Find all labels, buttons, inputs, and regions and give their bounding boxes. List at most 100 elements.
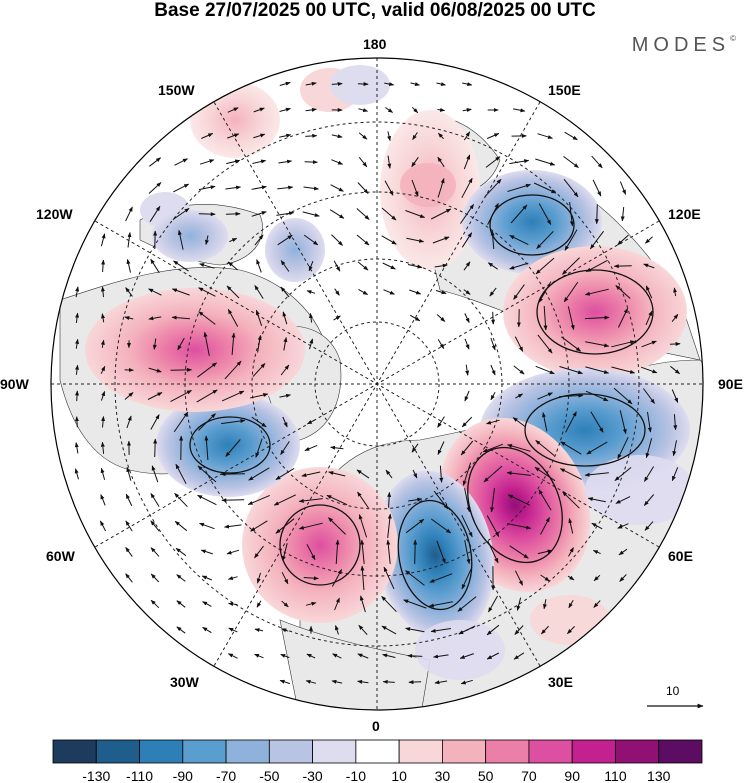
wind-vector xyxy=(490,488,495,513)
wind-vector xyxy=(100,339,105,348)
wind-vector xyxy=(251,185,267,190)
wind-vector xyxy=(334,597,340,611)
wind-vector xyxy=(490,391,496,401)
wind-vector xyxy=(403,599,427,609)
brand-name: MODES xyxy=(631,34,731,56)
wind-vector xyxy=(671,313,679,323)
wind-vector xyxy=(126,466,132,481)
wind-vector xyxy=(248,467,270,481)
wind-vector xyxy=(228,627,238,633)
wind-vector xyxy=(303,186,319,191)
wind-vector xyxy=(358,132,368,140)
wind-vector xyxy=(563,281,579,303)
wind-vector xyxy=(282,416,288,428)
wind-vector xyxy=(125,520,133,532)
wind-vector xyxy=(125,573,133,583)
wind-vector xyxy=(464,390,470,402)
wind-vector xyxy=(563,155,579,169)
wind-vector xyxy=(459,653,474,659)
wind-vector xyxy=(564,229,578,251)
circulation-contour xyxy=(524,393,646,467)
wind-vector xyxy=(150,414,160,430)
wind-vector xyxy=(509,262,529,270)
wind-vector xyxy=(542,599,547,610)
wind-vector xyxy=(74,468,79,480)
wind-vector xyxy=(585,366,610,374)
wind-vector xyxy=(434,680,448,685)
wind-vector xyxy=(75,338,80,349)
wind-vector xyxy=(643,494,655,506)
anomaly-pos-150w xyxy=(190,82,280,158)
wind-vector xyxy=(411,157,419,168)
wind-vector xyxy=(171,288,190,296)
wind-vector xyxy=(538,281,552,303)
meridian-label-120e: 120E xyxy=(668,206,701,222)
wind-vector xyxy=(381,235,397,245)
wind-vector xyxy=(486,652,500,660)
wind-vector xyxy=(484,178,502,198)
wind-vector xyxy=(461,416,473,428)
wind-vector xyxy=(562,491,580,509)
wind-vector xyxy=(253,133,266,139)
wind-vector xyxy=(384,180,394,196)
wind-vector xyxy=(174,520,188,532)
wind-vector xyxy=(645,236,653,244)
wind-vector xyxy=(357,491,369,509)
wind-vector xyxy=(463,131,471,141)
wind-vector xyxy=(619,574,627,582)
wind-vector xyxy=(198,311,216,325)
wind-vector xyxy=(303,234,319,246)
wind-vector xyxy=(564,131,578,141)
wind-vector xyxy=(226,159,241,165)
wind-vector xyxy=(457,596,477,612)
wind-vector xyxy=(640,366,658,374)
wind-vector xyxy=(411,179,419,197)
wind-vector xyxy=(641,340,657,348)
wind-vector xyxy=(568,518,574,534)
wind-vector xyxy=(100,494,106,506)
wind-vector xyxy=(437,441,445,455)
wind-vector xyxy=(541,625,549,635)
wind-vector xyxy=(196,389,218,403)
wind-vector xyxy=(584,288,609,296)
wind-vector xyxy=(671,389,679,403)
wind-vector xyxy=(463,289,471,295)
wind-vector xyxy=(383,566,395,590)
circulation-contours xyxy=(189,194,654,611)
anomaly-neg-south xyxy=(415,620,505,680)
wind-vector xyxy=(506,471,531,476)
wind-vector xyxy=(673,287,678,297)
wind-vector xyxy=(199,522,215,530)
wind-vector xyxy=(462,108,472,112)
meridian-label-0: 0 xyxy=(372,718,380,734)
wind-vector xyxy=(485,156,501,168)
wind-vector xyxy=(535,257,555,275)
wind-vector xyxy=(176,626,186,634)
wind-vector xyxy=(593,600,601,608)
wind-vector xyxy=(358,514,368,538)
wind-vector xyxy=(253,107,265,113)
wind-vector xyxy=(437,416,445,428)
wind-vector xyxy=(462,82,473,87)
wind-vector xyxy=(486,624,500,636)
wind-vector xyxy=(226,285,240,299)
wind-vector xyxy=(537,549,553,555)
wind-vector xyxy=(488,595,498,613)
wind-vector xyxy=(279,133,292,138)
wind-vector xyxy=(150,492,160,507)
wind-vector xyxy=(411,106,419,114)
wind-vector xyxy=(512,417,526,427)
wind-vector xyxy=(644,521,654,531)
wind-vector xyxy=(542,412,548,432)
wind-vector xyxy=(509,234,529,246)
wind-vector xyxy=(306,653,316,659)
meridian-label-180: 180 xyxy=(363,36,387,52)
wind-vector xyxy=(227,261,239,271)
wind-vector xyxy=(562,257,580,275)
wind-vector xyxy=(513,652,525,660)
wind-vector xyxy=(385,107,394,113)
wind-vector xyxy=(203,331,210,356)
anomaly-neg-east xyxy=(585,455,695,525)
wind-vector xyxy=(458,625,476,635)
wind-vector xyxy=(150,573,160,583)
